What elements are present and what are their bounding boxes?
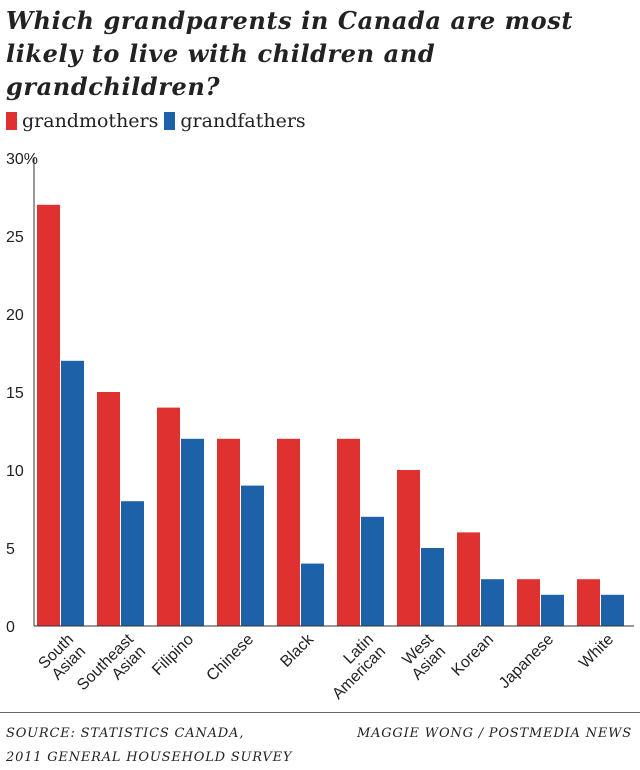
bar-grandfathers — [421, 548, 444, 626]
legend-swatch-grandfathers — [164, 112, 176, 130]
bar-grandfathers — [301, 563, 324, 626]
bar-grandfathers — [241, 485, 264, 626]
bar-grandfathers — [481, 579, 504, 626]
source-line-1: SOURCE: STATISTICS CANADA, — [6, 726, 245, 741]
x-tick-label-line: Japanese — [496, 631, 557, 692]
bar-grandfathers — [601, 594, 624, 626]
y-tick-label: 5 — [6, 541, 15, 558]
bar-grandfathers — [361, 516, 384, 626]
bar-grandmothers — [517, 579, 540, 626]
x-tick-label-line: Filipino — [149, 631, 197, 679]
bar-grandfathers — [541, 594, 564, 626]
bar-grandmothers — [217, 438, 240, 626]
x-tick-label: Korean — [449, 631, 498, 680]
y-tick-label: 15 — [6, 385, 24, 402]
bar-grandfathers — [61, 360, 84, 626]
y-tick-label: 10 — [6, 463, 24, 480]
legend-label-grandmothers: grandmothers — [22, 110, 159, 132]
y-tick-label: 25 — [6, 229, 24, 246]
x-tick-label: Filipino — [149, 631, 197, 679]
legend: grandmothers grandfathers — [6, 108, 312, 134]
bar-grandmothers — [577, 579, 600, 626]
footer-divider — [0, 712, 640, 713]
legend-item-grandmothers: grandmothers — [6, 110, 158, 132]
x-tick-label-line: Korean — [449, 631, 498, 680]
y-tick-label: 0 — [6, 619, 15, 636]
bar-grandfathers — [121, 501, 144, 626]
credit-note: MAGGIE WONG / POSTMEDIA NEWS — [356, 726, 632, 741]
x-tick-label-line: Chinese — [204, 631, 258, 685]
chart-title: Which grandparents in Canada are most li… — [6, 6, 574, 101]
x-tick-label: Chinese — [204, 631, 258, 685]
x-tick-label-line: Black — [277, 630, 317, 670]
x-tick-label: Black — [277, 630, 317, 670]
x-tick-label: Japanese — [496, 631, 557, 692]
bar-grandmothers — [157, 407, 180, 626]
bar-grandmothers — [457, 532, 480, 626]
bar-grandmothers — [337, 438, 360, 626]
bar-grandmothers — [97, 392, 120, 626]
legend-label-grandfathers: grandfathers — [180, 110, 306, 132]
x-tick-label: White — [576, 631, 617, 672]
x-tick-label-line: White — [576, 631, 617, 672]
legend-item-grandfathers: grandfathers — [164, 110, 306, 132]
bar-grandmothers — [37, 204, 60, 627]
source-note: SOURCE: STATISTICS CANADA, 2011 GENERAL … — [6, 722, 292, 770]
bar-grandmothers — [277, 438, 300, 626]
bar-grandmothers — [397, 470, 420, 626]
y-tick-label: 20 — [6, 307, 24, 324]
source-line-2: 2011 GENERAL HOUSEHOLD SURVEY — [6, 750, 293, 765]
legend-swatch-grandmothers — [6, 112, 17, 130]
y-tick-label: 30% — [6, 151, 38, 168]
bar-grandfathers — [181, 438, 204, 626]
